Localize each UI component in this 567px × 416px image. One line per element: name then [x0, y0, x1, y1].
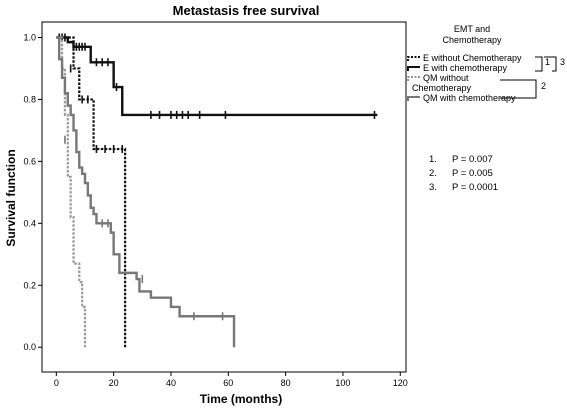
legend-title-line2: Chemotherapy: [442, 35, 502, 45]
legend-swatch-e-with-chemo: [407, 66, 420, 71]
survival-curve-e-with-chemo: [56, 36, 378, 117]
y-tick-label: 0.8: [23, 94, 36, 104]
legend-label-qm-without: QM without: [423, 73, 469, 83]
survival-curve-qm-with-chemo: [56, 36, 236, 348]
bracket-label-2: 2: [541, 81, 546, 91]
legend-swatch-qm-with-chemo: [407, 96, 420, 101]
pvalue-number-1: 1.: [429, 154, 437, 165]
plot-frame: [41, 21, 407, 373]
x-tick-label: 60: [223, 378, 233, 388]
bracket-label-3: 3: [560, 57, 565, 67]
legend-label-qm-with: QM with chemotherapy: [423, 93, 516, 103]
y-tick-label: 0.2: [23, 280, 36, 290]
x-tick-label: 0: [54, 378, 59, 388]
pvalue-text-2: P = 0.005: [452, 168, 493, 179]
y-axis-label: Survival function: [4, 149, 18, 246]
survival-curve-qm-without-chemo: [56, 36, 87, 348]
survival-curve-e-without-chemo: [56, 36, 127, 348]
y-tick-label: 0.0: [23, 342, 36, 352]
legend-label-e-with: E with chemotherapy: [423, 63, 508, 73]
legend-swatch-e-without-chemo: [407, 56, 420, 61]
chart-title: Metastasis free survival: [173, 3, 320, 18]
x-tick-label: 20: [109, 378, 119, 388]
legend-title-line1: EMT and: [454, 24, 490, 34]
pvalue-text-1: P = 0.007: [452, 154, 493, 165]
x-axis-label: Time (months): [200, 392, 282, 406]
pvalue-number-2: 2.: [429, 168, 437, 179]
bracket-2: [500, 79, 537, 99]
bracket-label-1: 1: [545, 57, 550, 67]
x-tick-label: 40: [166, 378, 176, 388]
pvalue-number-3: 3.: [429, 182, 437, 193]
x-tick-label: 80: [281, 378, 291, 388]
y-tick-label: 0.4: [23, 218, 36, 228]
legend-label-qm-without-line2: Chemotherapy: [412, 83, 472, 93]
pvalue-text-3: P = 0.0001: [452, 182, 498, 193]
x-tick-label: 120: [393, 378, 408, 388]
y-tick-label: 1.0: [23, 32, 36, 42]
legend-label-e-without: E without Chemotherapy: [423, 53, 522, 63]
legend-swatch-qm-without-chemo: [407, 76, 420, 81]
bracket-3: [544, 56, 557, 72]
x-tick-label: 100: [335, 378, 350, 388]
bracket-1: [535, 56, 543, 72]
y-tick-label: 0.6: [23, 156, 36, 166]
